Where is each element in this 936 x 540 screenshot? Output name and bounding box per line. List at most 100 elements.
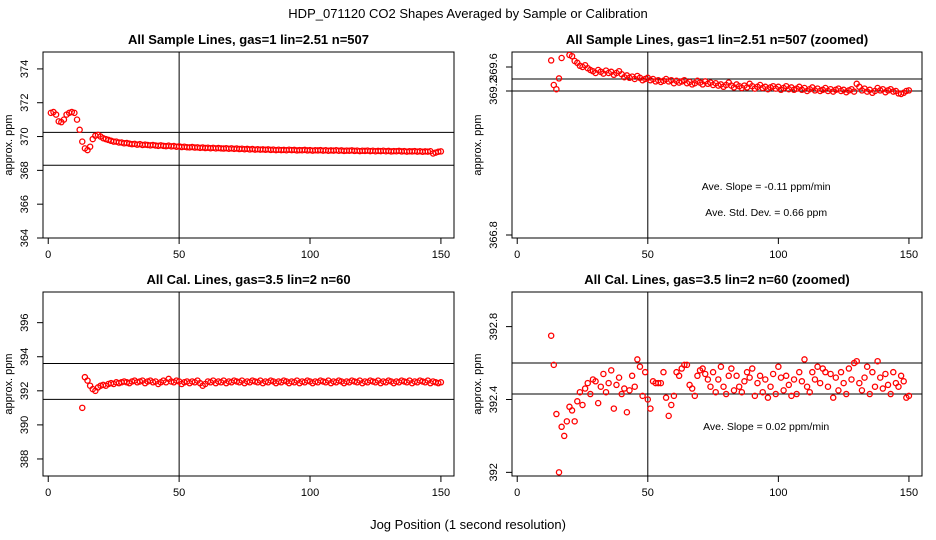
data-point <box>607 367 615 374</box>
data-point <box>683 361 691 369</box>
data-point <box>876 374 884 381</box>
data-point <box>756 372 764 380</box>
data-point <box>832 374 840 381</box>
data-point <box>785 381 793 389</box>
y-tick-label: 364 <box>19 229 31 247</box>
x-tick-label: 50 <box>173 249 185 261</box>
data-point <box>850 88 858 95</box>
y-tick-label: 366 <box>19 195 31 213</box>
data-point <box>879 385 887 392</box>
y-tick-label: 396 <box>19 313 31 331</box>
data-point <box>780 387 787 394</box>
data-point <box>709 368 717 376</box>
data-point <box>665 412 672 420</box>
data-point <box>634 356 641 363</box>
data-point <box>626 387 633 394</box>
plot-frame <box>42 51 455 239</box>
data-point <box>743 368 751 376</box>
data-point <box>707 383 714 390</box>
data-point <box>827 370 834 378</box>
data-point <box>775 363 782 370</box>
data-point <box>816 379 824 387</box>
data-point <box>863 363 871 370</box>
data-point <box>681 361 688 369</box>
panel-title: All Sample Lines, gas=1 lin=2.51 n=507 <box>128 32 369 47</box>
y-tick-label: 392 <box>488 463 500 481</box>
data-point <box>597 383 605 390</box>
data-point <box>76 126 83 134</box>
data-point <box>555 469 563 476</box>
data-point <box>782 372 790 380</box>
plot-frame <box>42 291 455 477</box>
data-point <box>574 398 581 405</box>
data-point <box>79 404 86 412</box>
panel-title: All Sample Lines, gas=1 lin=2.51 n=507 (… <box>566 32 868 47</box>
data-point <box>584 379 591 387</box>
data-point <box>79 138 86 145</box>
data-point <box>720 383 727 390</box>
data-point <box>890 368 897 376</box>
data-point <box>568 407 576 414</box>
data-point <box>861 374 868 381</box>
data-point <box>762 376 769 383</box>
data-point <box>887 390 894 398</box>
data-points <box>47 108 445 157</box>
annotation-text: Ave. Std. Dev. = 0.66 ppm <box>705 207 827 219</box>
x-tick-label: 0 <box>514 487 520 499</box>
data-point <box>903 87 910 95</box>
data-point <box>594 399 602 407</box>
y-tick-label: 394 <box>19 348 31 366</box>
data-point <box>558 423 565 431</box>
data-point <box>657 379 665 387</box>
data-point <box>704 376 712 383</box>
data-point <box>798 378 806 385</box>
data-point <box>560 432 568 440</box>
data-point <box>845 365 853 372</box>
data-point <box>725 372 733 380</box>
data-point <box>803 383 811 390</box>
data-point <box>769 370 777 378</box>
data-point <box>73 116 81 123</box>
data-point <box>871 383 879 390</box>
figure-x-axis-label: Jog Position (1 second resolution) <box>370 517 566 532</box>
data-point <box>793 390 800 398</box>
data-point <box>675 372 683 380</box>
data-point <box>790 376 798 383</box>
y-tick-label: 390 <box>19 416 31 434</box>
x-tick-label: 100 <box>301 249 319 261</box>
data-point <box>858 387 866 394</box>
y-tick-label: 370 <box>19 127 31 145</box>
data-point <box>587 390 594 398</box>
data-point <box>600 370 607 378</box>
data-point <box>853 357 860 365</box>
data-point <box>615 374 623 381</box>
data-point <box>602 388 610 396</box>
data-point <box>605 379 612 387</box>
data-point <box>641 368 649 376</box>
figure-title: HDP_071120 CO2 Shapes Averaged by Sample… <box>288 6 647 21</box>
data-point <box>435 148 442 156</box>
data-point <box>900 378 907 385</box>
x-tick-label: 0 <box>45 487 51 499</box>
data-point <box>662 394 670 401</box>
y-axis-label: approx. ppm <box>3 114 15 175</box>
data-point <box>735 383 743 390</box>
data-point <box>628 372 636 380</box>
data-point <box>905 392 913 400</box>
data-point <box>699 365 706 372</box>
data-point <box>571 418 578 425</box>
data-point <box>837 368 845 376</box>
annotation-text: Ave. Slope = -0.11 ppm/min <box>702 181 831 193</box>
data-point <box>694 372 701 380</box>
data-point <box>668 401 675 409</box>
panel-cal-lines: All Cal. Lines, gas=3.5 lin=2 n=60 0 50 100… <box>3 272 455 499</box>
y-axis-label: approx. ppm <box>472 114 484 175</box>
data-point <box>809 368 816 376</box>
x-tick-label: 0 <box>514 249 520 261</box>
x-tick-label: 150 <box>900 249 918 261</box>
data-point <box>437 148 445 155</box>
data-point <box>801 356 808 363</box>
y-tick-label: 369.6 <box>488 53 500 81</box>
x-tick-label: 150 <box>432 487 450 499</box>
data-point <box>568 52 576 60</box>
